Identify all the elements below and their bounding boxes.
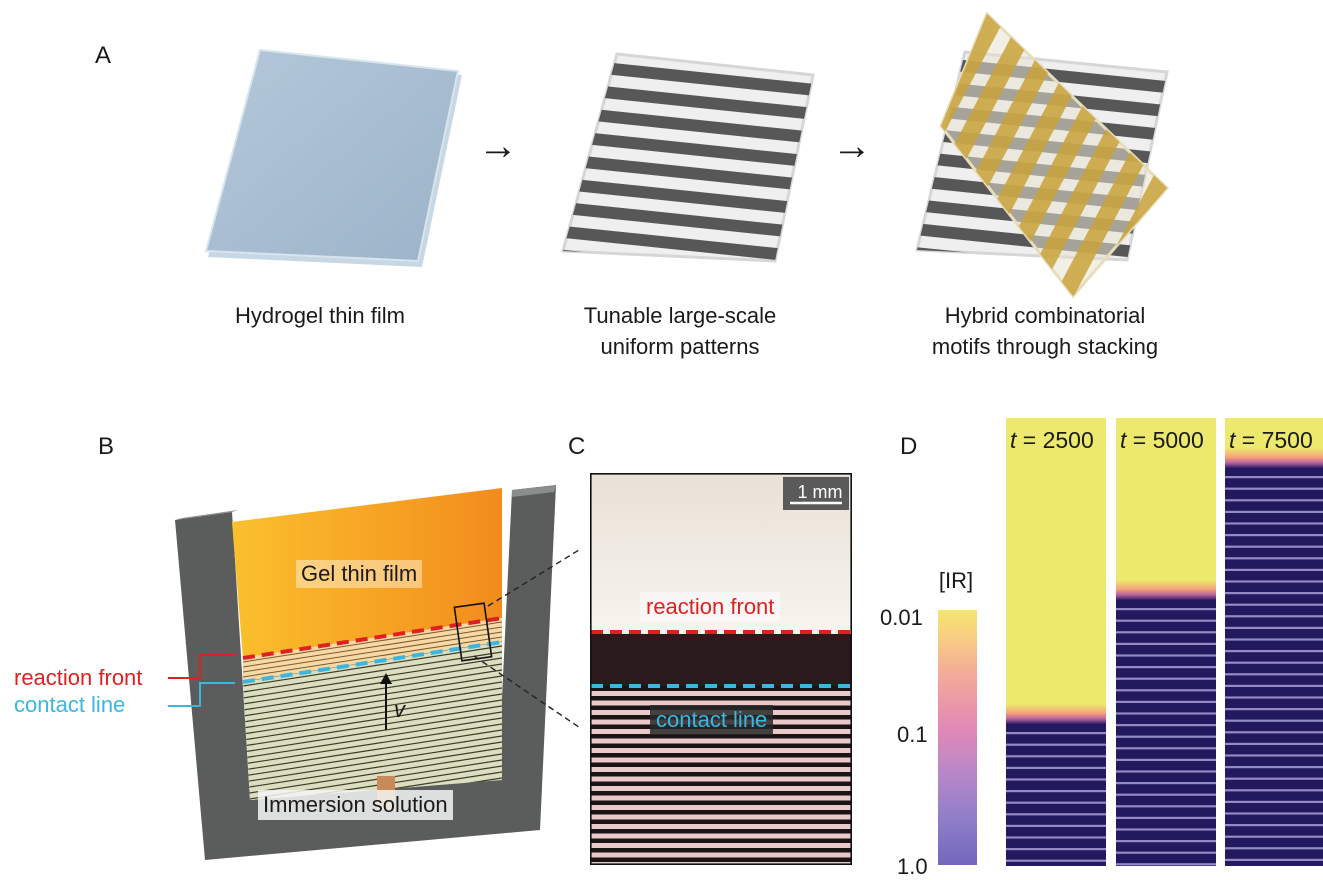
immersion-solution-label: Immersion solution — [258, 790, 453, 820]
caption-hydrogel: Hydrogel thin film — [235, 303, 405, 328]
setup-schematic — [168, 485, 580, 860]
sim-panel-t2500 — [1006, 418, 1106, 866]
colorbar — [938, 610, 977, 865]
simulation-panels — [1006, 418, 1323, 866]
panel-d-label: D — [900, 433, 918, 460]
micrograph-contact-line-label: contact line — [650, 705, 774, 735]
velocity-label: v — [394, 697, 405, 722]
panel-b-label: B — [98, 433, 115, 460]
zoom-box — [453, 602, 493, 662]
sim-panel-t5000 — [1116, 418, 1216, 866]
time-label-3: t = 7500 — [1229, 427, 1313, 453]
time-label-1: t = 2500 — [1010, 427, 1094, 453]
contact-line-dashed — [242, 640, 503, 684]
micrograph-reaction-front-label: reaction front — [640, 592, 781, 622]
panel-a-label: A — [95, 42, 112, 69]
contact-line-label: contact line — [14, 692, 126, 717]
reaction-front-label: reaction front — [14, 665, 143, 690]
arrow-2: → — [832, 124, 872, 168]
colorbar-tick-1.0: 1.0 — [897, 854, 928, 879]
caption-stacking: Hybrid combinatorial motifs through stac… — [931, 303, 1159, 359]
gel-thin-film-label: Gel thin film — [296, 560, 423, 588]
scale-bar-label: 1 mm — [797, 482, 843, 502]
colorbar-tick-0.01: 0.01 — [880, 605, 923, 630]
caption-patterns: Tunable large-scale uniform patterns — [583, 303, 777, 359]
reaction-front-line — [242, 616, 503, 660]
arrow-1: → — [478, 124, 518, 168]
hydrogel-film — [204, 48, 462, 267]
sim-panel-t7500 — [1225, 418, 1323, 866]
colorbar-title: [IR] — [938, 568, 974, 593]
time-label-2: t = 5000 — [1120, 427, 1204, 453]
striped-film — [561, 52, 815, 263]
stacked-films — [915, 11, 1170, 299]
micrograph — [590, 473, 852, 865]
panel-c-label: C — [568, 433, 586, 460]
colorbar-tick-0.1: 0.1 — [897, 722, 928, 747]
